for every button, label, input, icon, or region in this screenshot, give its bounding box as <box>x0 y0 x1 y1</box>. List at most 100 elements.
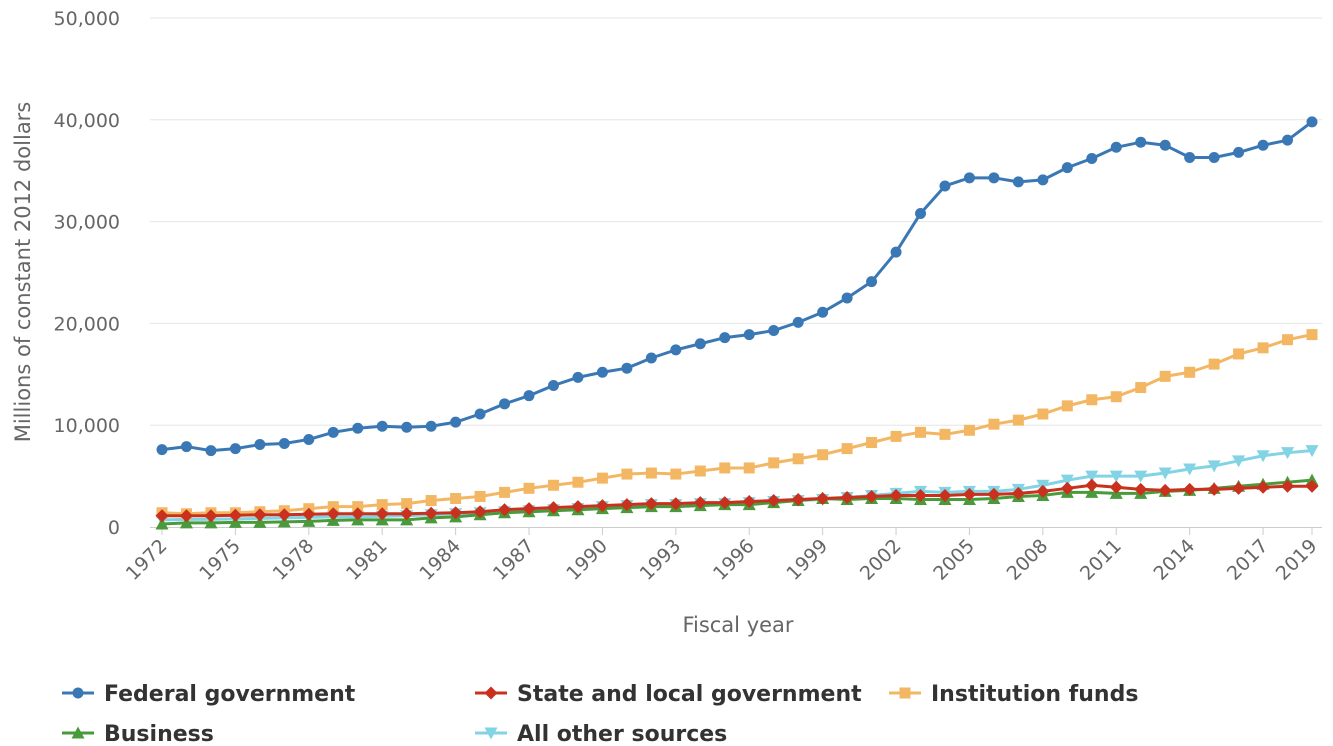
data-point-state-and-local-government <box>1305 479 1319 493</box>
data-point-business <box>253 515 267 528</box>
x-axis-title: Fiscal year <box>682 613 793 637</box>
data-point-federal-government <box>963 172 975 184</box>
data-point-federal-government <box>1233 146 1245 158</box>
legend-item-all-other-sources[interactable]: All other sources <box>475 722 727 746</box>
data-point-federal-government <box>376 420 388 432</box>
legend-item-federal-government[interactable]: Federal government <box>62 682 356 707</box>
data-point-state-and-local-government <box>473 505 487 519</box>
data-point-institution-funds <box>645 467 657 479</box>
data-point-state-and-local-government <box>375 507 389 521</box>
legend-label: Institution funds <box>931 682 1138 707</box>
data-point-institution-funds <box>1208 358 1220 370</box>
data-point-federal-government <box>523 390 535 402</box>
legend-item-state-and-local-government[interactable]: State and local government <box>475 682 862 707</box>
data-point-institution-funds <box>621 468 633 480</box>
data-point-institution-funds <box>450 492 462 504</box>
data-point-institution-funds <box>1233 348 1245 360</box>
data-point-institution-funds <box>572 476 584 488</box>
data-point-state-and-local-government <box>522 502 536 516</box>
data-point-federal-government <box>1306 116 1318 128</box>
data-point-institution-funds <box>817 449 829 461</box>
data-point-federal-government <box>743 329 755 341</box>
data-point-federal-government <box>645 352 657 364</box>
data-point-all-other-sources <box>1256 450 1270 463</box>
legend-label: Federal government <box>104 682 356 707</box>
data-point-state-and-local-government <box>351 507 365 521</box>
series-state-and-local-government <box>155 478 1319 523</box>
data-point-state-and-local-government <box>498 503 512 517</box>
legend-marker <box>71 726 85 739</box>
data-point-institution-funds <box>1159 370 1171 382</box>
data-point-all-other-sources <box>1158 467 1172 480</box>
x-tick-label: 2011 <box>1076 535 1126 585</box>
legend-marker <box>72 687 84 699</box>
x-tick-label: 1999 <box>782 535 832 585</box>
y-tick-label: 10,000 <box>54 415 120 437</box>
data-point-federal-government <box>352 422 364 434</box>
data-point-business <box>155 517 169 530</box>
data-point-institution-funds <box>963 424 975 436</box>
data-point-institution-funds <box>1012 414 1024 426</box>
data-point-business <box>1305 473 1319 486</box>
legend-item-institution-funds[interactable]: Institution funds <box>889 682 1138 707</box>
data-point-institution-funds <box>474 490 486 502</box>
x-tick-label: 1993 <box>636 535 686 585</box>
data-point-state-and-local-government <box>302 507 316 521</box>
data-point-federal-government <box>1012 176 1024 188</box>
data-point-institution-funds <box>939 428 951 440</box>
data-point-business <box>1085 485 1099 498</box>
data-point-institution-funds <box>1110 391 1122 403</box>
data-point-federal-government <box>866 276 878 288</box>
legend-label: Business <box>104 722 214 746</box>
legend-marker <box>899 687 911 699</box>
data-point-federal-government <box>1208 151 1220 163</box>
data-point-institution-funds <box>1282 334 1294 346</box>
data-point-federal-government <box>1037 174 1049 186</box>
data-point-state-and-local-government <box>1281 479 1295 493</box>
data-point-federal-government <box>401 421 413 433</box>
data-point-federal-government <box>1184 151 1196 163</box>
x-tick-label: 1978 <box>269 535 319 585</box>
data-point-business <box>179 516 193 529</box>
data-point-institution-funds <box>1061 400 1073 412</box>
data-point-state-and-local-government <box>693 496 707 510</box>
data-point-state-and-local-government <box>718 496 732 510</box>
data-point-business <box>277 515 291 528</box>
data-point-all-other-sources <box>1085 470 1099 483</box>
data-point-federal-government <box>205 445 217 457</box>
data-point-institution-funds <box>1306 329 1318 341</box>
data-point-institution-funds <box>401 498 413 510</box>
data-point-business <box>302 514 316 527</box>
data-point-institution-funds <box>792 453 804 465</box>
x-tick-label: 1987 <box>489 535 539 585</box>
data-point-business <box>204 516 218 529</box>
data-point-state-and-local-government <box>816 491 830 505</box>
y-tick-label: 0 <box>108 517 120 539</box>
data-point-state-and-local-government <box>767 494 781 508</box>
x-tick-label: 1984 <box>415 535 465 585</box>
y-tick-label: 30,000 <box>54 212 120 234</box>
data-point-institution-funds <box>719 462 731 474</box>
data-point-state-and-local-government <box>889 488 903 502</box>
data-point-federal-government <box>474 408 486 420</box>
data-point-institution-funds <box>1257 342 1269 354</box>
data-point-federal-government <box>547 379 559 391</box>
data-point-state-and-local-government <box>179 509 193 523</box>
data-point-state-and-local-government <box>204 509 218 523</box>
data-point-all-other-sources <box>1183 463 1197 476</box>
data-point-state-and-local-government <box>1134 482 1148 496</box>
data-point-institution-funds <box>1184 366 1196 378</box>
data-point-federal-government <box>229 443 241 455</box>
data-point-federal-government <box>792 316 804 328</box>
data-point-state-and-local-government <box>620 498 634 512</box>
data-point-state-and-local-government <box>1232 481 1246 495</box>
data-point-business <box>228 515 242 528</box>
series-line-business <box>161 478 1313 526</box>
data-point-institution-funds <box>1086 394 1098 406</box>
data-point-state-and-local-government <box>791 493 805 507</box>
data-point-institution-funds <box>743 462 755 474</box>
data-point-state-and-local-government <box>1109 480 1123 494</box>
data-point-institution-funds <box>866 437 878 449</box>
legend-item-business[interactable]: Business <box>62 722 214 746</box>
